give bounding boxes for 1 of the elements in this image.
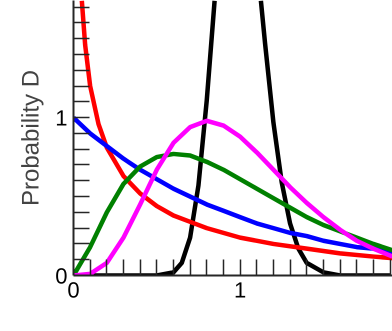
- y-axis-title: Probability D: [17, 70, 44, 206]
